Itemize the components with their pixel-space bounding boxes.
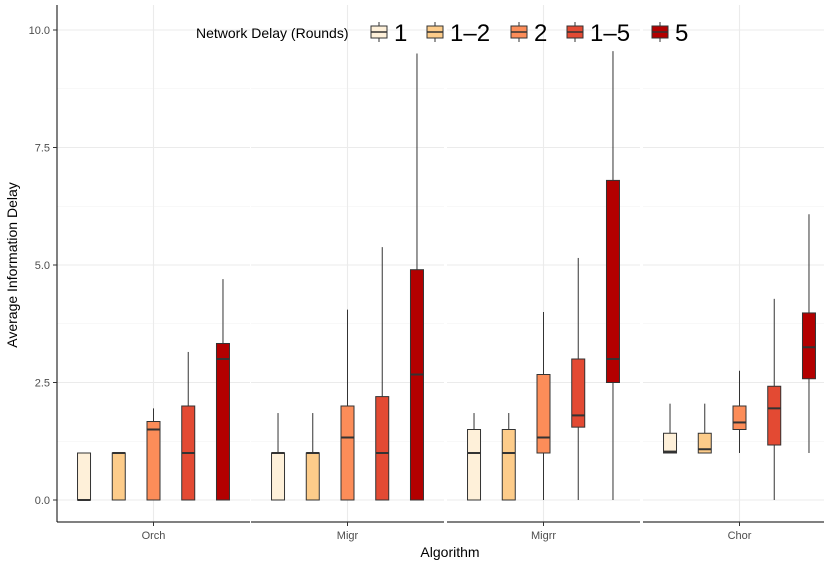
- legend-title: Network Delay (Rounds): [196, 25, 349, 41]
- legend-entry-4: 1–5: [566, 20, 630, 47]
- box-migrr-3: [536, 312, 551, 500]
- legend-label: 1: [394, 20, 407, 47]
- box-body: [536, 374, 551, 454]
- box-body: [732, 405, 747, 430]
- y-tick-label: 7.5: [35, 143, 50, 155]
- y-tick-label: 5.0: [35, 260, 50, 272]
- box-body: [605, 179, 620, 383]
- panel-label-orch: Orch: [142, 530, 166, 542]
- legend-label: 1–2: [450, 20, 490, 47]
- axis-layer: 0.0 2.5 5.0 7.5 10.0 Orch Migr Migrr Chor: [29, 5, 824, 542]
- box-migrr-5: [605, 51, 620, 500]
- box-migrr-1: [467, 413, 482, 501]
- box-migr-1: [271, 413, 286, 501]
- box-body: [571, 358, 586, 428]
- box-orch-2: [111, 452, 126, 501]
- box-body: [467, 429, 482, 501]
- box-orch-4: [181, 351, 196, 501]
- box-migr-5: [409, 53, 424, 501]
- box-migrr-2: [501, 413, 516, 501]
- box-chor-1: [663, 403, 678, 454]
- legend-entry-2: 1–2: [426, 20, 490, 47]
- x-axis-title: Algorithm: [420, 544, 479, 560]
- box-chor-2: [697, 403, 712, 454]
- box-body: [271, 452, 286, 501]
- box-chor-4: [767, 298, 782, 500]
- box-body: [146, 421, 161, 501]
- y-tick-label: 2.5: [35, 378, 50, 390]
- box-body: [767, 385, 782, 446]
- box-body: [111, 452, 126, 501]
- box-migr-4: [375, 247, 390, 501]
- box-migrr-4: [571, 257, 586, 500]
- box-chor-5: [801, 214, 816, 453]
- legend-label: 5: [675, 20, 688, 47]
- y-tick-label: 0.0: [35, 495, 50, 507]
- box-orch-1: [77, 452, 92, 501]
- y-tick-label: 10.0: [29, 25, 50, 37]
- box-body: [215, 342, 230, 501]
- legend-label: 2: [534, 20, 547, 47]
- box-body: [77, 452, 92, 501]
- y-axis-title: Average Information Delay: [4, 182, 20, 348]
- box-migr-2: [305, 413, 320, 501]
- legend-label: 1–5: [590, 20, 630, 47]
- box-orch-3: [146, 408, 161, 501]
- panel-label-migrr: Migrr: [531, 530, 556, 542]
- box-chor-3: [732, 370, 747, 453]
- box-body: [663, 432, 678, 454]
- panel-label-migr: Migr: [337, 530, 359, 542]
- box-layer: [77, 51, 816, 501]
- legend-entry-3: 2: [510, 20, 547, 47]
- legend-entry-1: 1: [370, 20, 407, 47]
- box-body: [697, 432, 712, 454]
- box-body: [375, 396, 390, 501]
- legend-entry-5: 5: [651, 20, 688, 47]
- box-body: [501, 429, 516, 501]
- panel-label-chor: Chor: [728, 530, 752, 542]
- box-body: [801, 312, 816, 380]
- box-body: [305, 452, 320, 501]
- box-body: [409, 269, 424, 501]
- legend: Network Delay (Rounds) 1 1–2 2 1–5 5: [196, 20, 688, 47]
- box-migr-3: [340, 309, 355, 501]
- box-body: [340, 405, 355, 501]
- box-orch-5: [215, 279, 230, 501]
